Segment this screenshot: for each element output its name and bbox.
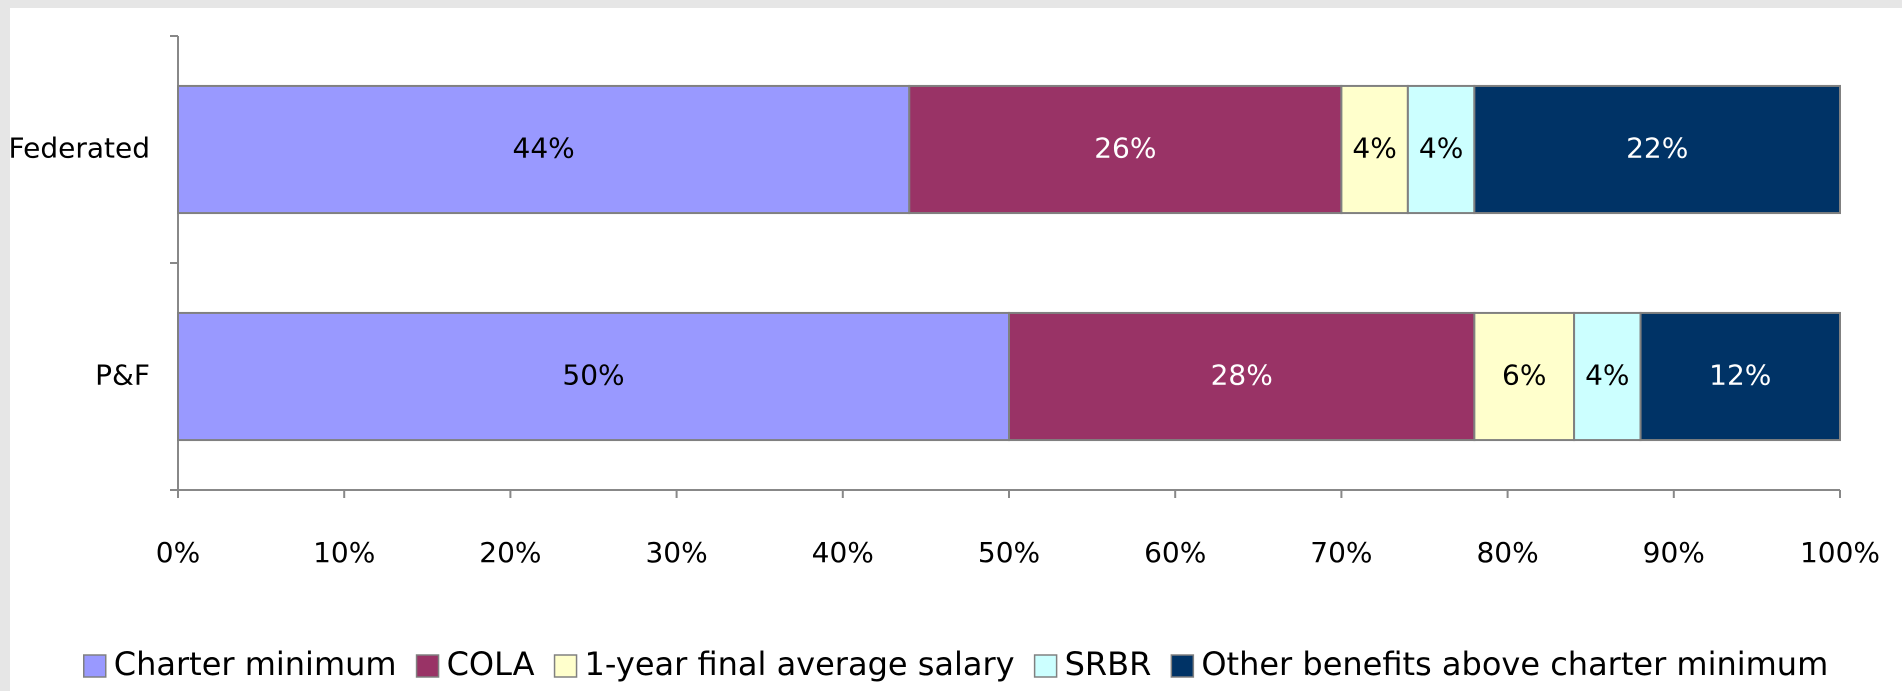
bar-segment: [1340, 84, 1409, 215]
bar-segment: [1573, 311, 1642, 442]
bar-segment: [1473, 84, 1841, 215]
legend-swatch: [1170, 654, 1195, 678]
x-tick-label: 0%: [156, 536, 200, 569]
bar-segment: [1473, 311, 1576, 442]
value-label: 44%: [513, 132, 575, 165]
value-label: 12%: [1709, 359, 1771, 392]
x-tick-label: 40%: [812, 536, 874, 569]
value-label: 4%: [1585, 359, 1629, 392]
bar-segment: [1008, 311, 1476, 442]
value-label: 4%: [1352, 132, 1396, 165]
x-tick-label: 20%: [479, 536, 541, 569]
bar-segment: [1639, 311, 1842, 442]
x-tick-label: 30%: [645, 536, 707, 569]
value-label: 28%: [1211, 359, 1273, 392]
x-tick-label: 80%: [1476, 536, 1538, 569]
legend-swatch: [415, 654, 440, 678]
bar-segment: [908, 84, 1343, 215]
legend-label: COLA: [447, 645, 535, 683]
value-label: 6%: [1502, 359, 1546, 392]
x-tick-label: 70%: [1310, 536, 1372, 569]
value-label: 26%: [1094, 132, 1156, 165]
value-label: 50%: [562, 359, 624, 392]
legend-label: Other benefits above charter minimum: [1201, 645, 1828, 683]
legend-label: 1-year final average salary: [585, 645, 1015, 683]
legend-swatch: [83, 654, 107, 678]
bar-segment: [177, 84, 911, 215]
value-label: 4%: [1419, 132, 1463, 165]
x-tick-label: 60%: [1144, 536, 1206, 569]
x-tick-label: 100%: [1800, 536, 1880, 569]
x-tick-label: 10%: [313, 536, 375, 569]
legend-swatch: [1033, 654, 1058, 678]
y-tick-label: Federated: [9, 132, 150, 165]
y-tick-label: P&F: [95, 359, 150, 392]
bar-segment: [177, 311, 1010, 442]
legend: Charter minimum COLA 1-year final average …: [83, 645, 1828, 683]
x-tick-label: 90%: [1643, 536, 1705, 569]
bar-segment: [1406, 84, 1476, 215]
x-tick-label: 50%: [978, 536, 1040, 569]
legend-label: SRBR: [1065, 645, 1152, 683]
legend-label: Charter minimum: [114, 645, 397, 683]
legend-swatch: [553, 654, 578, 678]
value-label: 22%: [1626, 132, 1688, 165]
